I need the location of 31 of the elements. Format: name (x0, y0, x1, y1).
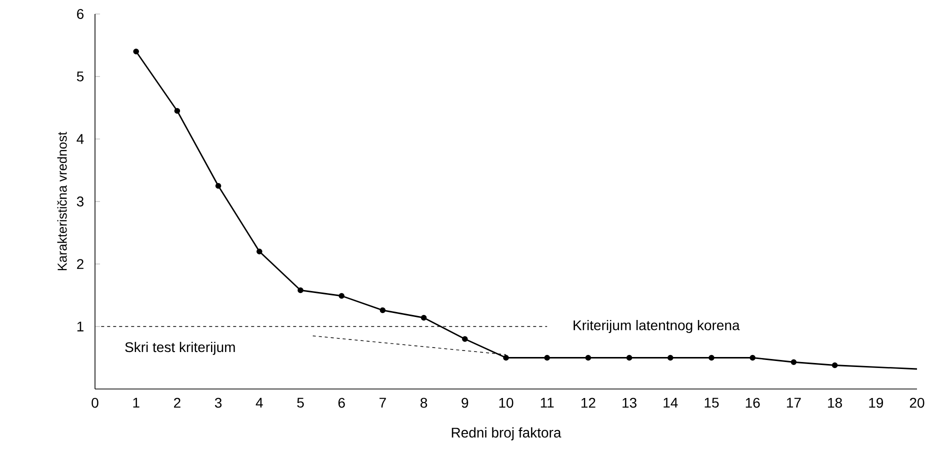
x-tick-label: 13 (622, 398, 636, 408)
y-tick-label: 4 (76, 134, 84, 144)
x-tick-label: 17 (786, 398, 801, 408)
x-tick-label: 9 (462, 398, 468, 408)
x-tick-label: 12 (581, 398, 596, 408)
x-tick-label: 15 (704, 398, 719, 408)
y-tick-label: 3 (76, 196, 84, 206)
x-tick-label: 1 (133, 398, 140, 408)
y-tick-label: 2 (77, 259, 84, 269)
x-tick-label: 0 (92, 398, 98, 408)
x-tick-label: 6 (338, 398, 345, 408)
x-tick-label: 16 (746, 398, 760, 408)
x-tick-label: 4 (256, 398, 263, 408)
x-tick-label: 10 (499, 398, 514, 408)
x-tick-label: 3 (214, 398, 222, 408)
x-tick-label: 11 (540, 398, 554, 408)
ref-line-label: Kriterijum latentnog korena (574, 320, 740, 334)
x-tick-label: 2 (174, 398, 180, 408)
x-tick-label: 5 (297, 398, 304, 408)
x-tick-label: 14 (664, 398, 678, 408)
x-tick-label: 8 (420, 398, 428, 408)
y-axis-title: Karakteristična vrednost (57, 132, 67, 270)
x-tick-label: 20 (910, 398, 924, 408)
y-tick-label: 5 (76, 72, 84, 82)
x-tick-label: 7 (380, 398, 386, 408)
x-tick-label: 19 (869, 398, 884, 408)
x-axis-title: Redni broj faktora (452, 427, 562, 440)
y-tick-label: 1 (77, 322, 84, 332)
y-tick-label: 6 (77, 9, 84, 19)
annotation: Skri test kriterijum (125, 342, 235, 355)
x-tick-label: 18 (828, 398, 842, 408)
